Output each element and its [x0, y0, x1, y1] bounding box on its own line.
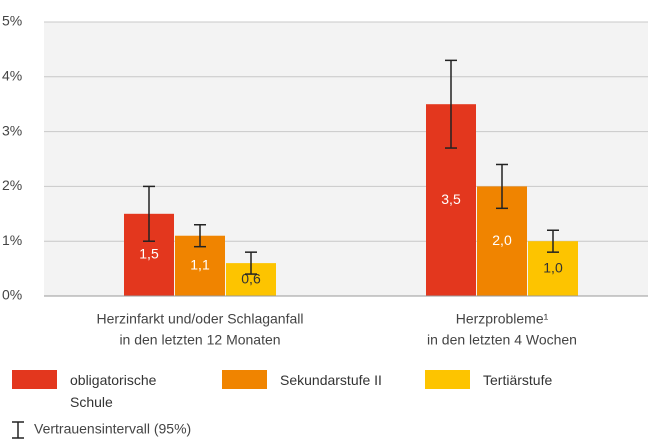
value-label: 3,5 [441, 191, 461, 207]
legend-label: obligatorische Schule [70, 372, 157, 410]
legend-swatch [12, 370, 57, 389]
value-label: 1,0 [543, 259, 563, 275]
value-label: 1,5 [139, 246, 159, 262]
y-tick-label: 2% [2, 177, 22, 193]
x-tick-label: in den letzten 12 Monaten [119, 332, 280, 348]
legend-label: Sekundarstufe II [280, 372, 382, 388]
x-tick-label: Herzinfarkt und/oder Schlaganfall [96, 311, 303, 327]
legend-swatch [425, 370, 470, 389]
error-bar [143, 185, 155, 242]
y-tick-label: 1% [2, 232, 22, 248]
value-label: 2,0 [492, 232, 512, 248]
y-tick-label: 5% [2, 13, 22, 29]
y-tick-label: 4% [2, 68, 22, 84]
error-bar [547, 229, 559, 253]
error-bar-legend-icon [12, 421, 24, 439]
x-tick-label: in den letzten 4 Wochen [427, 332, 577, 348]
error-bar [445, 59, 457, 149]
error-bar [496, 163, 508, 210]
error-bar [194, 224, 206, 248]
error-bar-legend-label: Vertrauensintervall (95%) [34, 421, 191, 437]
legend-label: Tertiärstufe [483, 372, 553, 388]
y-tick-label: 0% [2, 287, 22, 303]
y-tick-label: 3% [2, 122, 22, 138]
error-bar [245, 251, 257, 275]
legend-swatch [222, 370, 267, 389]
value-label: 1,1 [190, 257, 210, 273]
x-tick-label: Herzprobleme¹ [456, 311, 549, 327]
